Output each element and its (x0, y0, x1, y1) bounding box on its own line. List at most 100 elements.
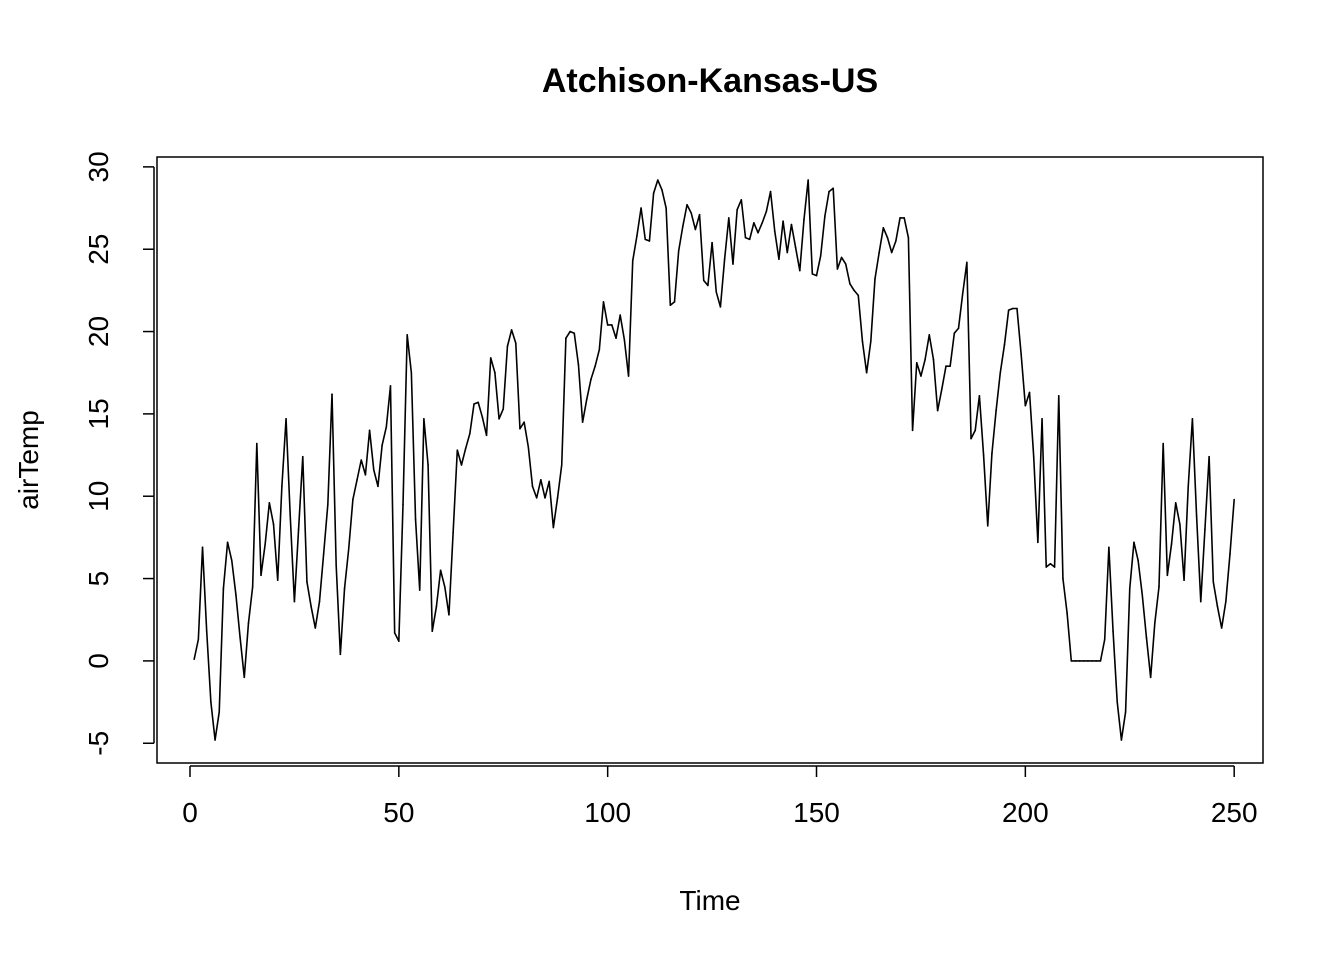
data-point (928, 334, 931, 336)
data-point (423, 418, 425, 420)
data-point (640, 207, 642, 209)
y-tick-label: 5 (83, 571, 114, 587)
series-line-airtemp (193, 179, 1235, 741)
data-point (569, 330, 571, 333)
data-point (1099, 660, 1102, 662)
data-point (970, 437, 972, 440)
data-point (836, 268, 839, 270)
data-point (343, 587, 346, 590)
data-point (1062, 577, 1064, 580)
y-tick-label: 20 (83, 316, 114, 347)
data-point (577, 363, 580, 366)
data-point (247, 622, 250, 624)
data-point (360, 459, 363, 461)
data-point (448, 613, 450, 616)
data-point (201, 546, 204, 549)
data-point (870, 340, 872, 343)
data-point (652, 192, 655, 195)
data-point (903, 217, 906, 219)
data-point (452, 531, 454, 534)
data-point (740, 199, 743, 201)
data-point (761, 222, 764, 224)
data-point (385, 426, 388, 428)
data-point (1195, 515, 1198, 517)
data-point (1091, 660, 1093, 662)
data-point (585, 398, 588, 400)
data-point (815, 274, 818, 277)
data-point (991, 452, 993, 455)
data-point (732, 263, 734, 265)
x-tick-label: 100 (584, 797, 631, 828)
data-point (807, 179, 809, 181)
data-point (443, 586, 446, 588)
data-point (218, 711, 221, 713)
data-point (1162, 442, 1164, 445)
data-point (882, 227, 885, 229)
data-point (1137, 559, 1139, 562)
data-point (1108, 546, 1110, 549)
data-point (1229, 553, 1231, 555)
data-point (560, 464, 563, 466)
data-point (1074, 660, 1077, 662)
data-point (611, 324, 613, 326)
data-point (581, 421, 584, 423)
data-point (1174, 502, 1177, 504)
data-point (460, 464, 463, 466)
data-point (1049, 562, 1052, 565)
data-point (531, 485, 534, 488)
data-point (707, 284, 709, 287)
data-point (648, 240, 651, 242)
data-point (264, 543, 266, 545)
data-point (849, 283, 851, 285)
data-point (540, 478, 542, 481)
data-point (368, 429, 371, 432)
data-point (753, 222, 755, 224)
data-point (966, 261, 968, 264)
data-point (736, 208, 738, 211)
data-point (590, 378, 592, 381)
data-point (665, 207, 667, 209)
data-point (318, 600, 321, 603)
data-point (1087, 660, 1089, 662)
data-point (661, 189, 663, 191)
x-axis-label: Time (679, 885, 740, 916)
data-point (1183, 579, 1185, 582)
data-point (519, 427, 521, 430)
data-point (1078, 660, 1081, 662)
data-point (669, 304, 672, 307)
data-point (953, 332, 956, 335)
data-point (715, 291, 718, 293)
data-point (1028, 391, 1031, 394)
plot-frame (156, 156, 1264, 764)
y-tick-label: 10 (83, 481, 114, 512)
data-point (1007, 309, 1010, 311)
data-point (673, 301, 676, 303)
data-point (782, 220, 784, 223)
data-point (1199, 600, 1202, 603)
data-point (544, 497, 546, 499)
data-point (874, 278, 876, 280)
data-point (1037, 541, 1039, 544)
data-point (598, 348, 601, 351)
data-point (1216, 605, 1219, 608)
data-point (1191, 418, 1194, 420)
data-point (473, 403, 475, 405)
data-point (527, 446, 530, 448)
data-point (548, 480, 550, 483)
data-point (398, 640, 400, 642)
data-point (510, 329, 513, 331)
data-point (556, 497, 559, 499)
data-point (844, 263, 847, 265)
data-point (222, 587, 225, 590)
data-point (1041, 418, 1043, 420)
data-point (1149, 676, 1152, 679)
data-point (1145, 637, 1148, 639)
data-point (456, 449, 459, 451)
data-point (602, 301, 605, 303)
data-point (197, 638, 200, 641)
x-tick-label: 150 (793, 797, 840, 828)
data-point (961, 292, 964, 295)
data-point (986, 525, 989, 527)
data-point (886, 236, 889, 239)
